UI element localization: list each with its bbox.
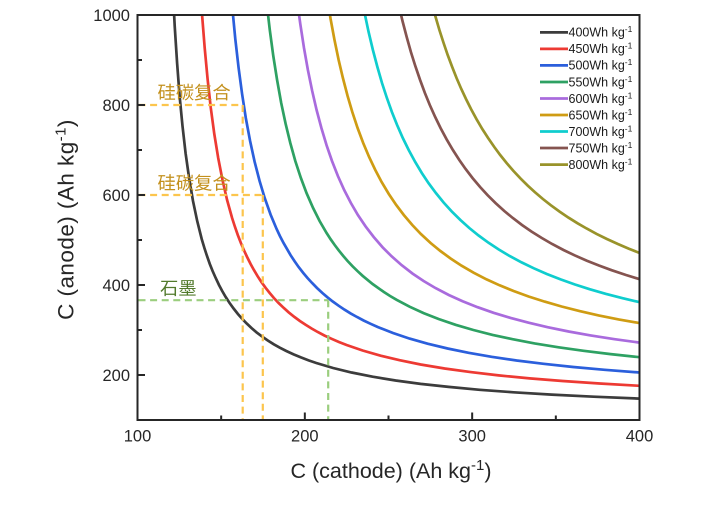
svg-text:200: 200 (102, 367, 130, 385)
svg-text:300: 300 (458, 427, 486, 445)
svg-text:500Wh kg-1: 500Wh kg-1 (569, 57, 633, 73)
svg-text:750Wh kg-1: 750Wh kg-1 (569, 140, 633, 156)
svg-text:600: 600 (102, 187, 130, 205)
svg-text:600Wh kg-1: 600Wh kg-1 (569, 90, 633, 106)
svg-text:C (cathode) (Ah kg-1): C (cathode) (Ah kg-1) (291, 457, 492, 483)
svg-text:C (anode) (Ah kg-1): C (anode) (Ah kg-1) (53, 119, 79, 320)
svg-text:800: 800 (102, 97, 130, 115)
svg-text:700Wh kg-1: 700Wh kg-1 (569, 123, 633, 139)
svg-text:400: 400 (626, 427, 654, 445)
svg-text:650Wh kg-1: 650Wh kg-1 (569, 107, 633, 123)
svg-text:100: 100 (124, 427, 152, 445)
svg-text:200: 200 (291, 427, 319, 445)
svg-text:450Wh kg-1: 450Wh kg-1 (569, 41, 633, 57)
svg-text:800Wh kg-1: 800Wh kg-1 (569, 156, 633, 172)
svg-text:400: 400 (102, 277, 130, 295)
svg-text:1000: 1000 (93, 7, 130, 25)
svg-text:400Wh kg-1: 400Wh kg-1 (569, 24, 633, 40)
svg-text:550Wh kg-1: 550Wh kg-1 (569, 74, 633, 90)
